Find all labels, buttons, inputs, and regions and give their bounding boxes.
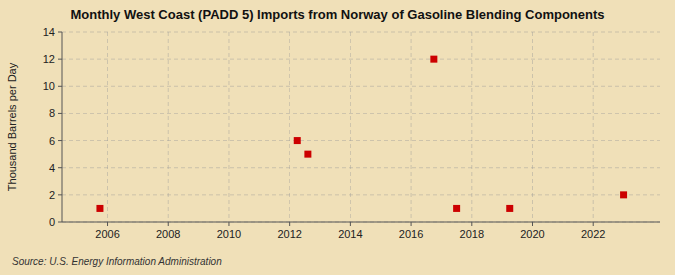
source-note: Source: U.S. Energy Information Administ…	[12, 256, 222, 267]
point	[96, 205, 103, 212]
x-tick-label: 2006	[95, 228, 119, 240]
y-tick-label: 12	[43, 53, 55, 65]
x-grid-line	[593, 32, 594, 222]
x-tick-label: 2012	[277, 228, 301, 240]
x-tick	[471, 222, 472, 226]
y-grid-line	[62, 222, 660, 223]
x-tick	[168, 222, 169, 226]
x-tick	[228, 222, 229, 226]
y-tick	[58, 86, 62, 87]
point	[506, 205, 513, 212]
y-grid-line	[62, 59, 660, 60]
y-tick-label: 10	[43, 80, 55, 92]
y-grid-line	[62, 194, 660, 195]
y-tick-label: 0	[49, 216, 55, 228]
y-tick	[58, 222, 62, 223]
y-tick	[58, 194, 62, 195]
x-grid-line	[471, 32, 472, 222]
y-grid-line	[62, 167, 660, 168]
x-grid-line	[411, 32, 412, 222]
x-tick-label: 2008	[156, 228, 180, 240]
y-tick	[58, 167, 62, 168]
y-tick-label: 8	[49, 107, 55, 119]
x-tick-label: 2010	[217, 228, 241, 240]
x-tick-label: 2014	[338, 228, 362, 240]
y-tick-label: 6	[49, 135, 55, 147]
x-tick	[593, 222, 594, 226]
y-tick-label: 4	[49, 162, 55, 174]
x-tick-label: 2020	[520, 228, 544, 240]
y-grid-line	[62, 140, 660, 141]
x-tick-label: 2016	[399, 228, 423, 240]
point	[430, 56, 437, 63]
x-tick	[350, 222, 351, 226]
y-grid-line	[62, 113, 660, 114]
x-tick	[107, 222, 108, 226]
chart: 2006 2008 2010 2012 2014 2016 2018 2020 2022 0 2 4 6…	[0, 0, 675, 275]
y-axis-line	[62, 32, 63, 222]
x-grid-line	[168, 32, 169, 222]
y-grid-line	[62, 32, 660, 33]
x-tick-label: 2022	[581, 228, 605, 240]
x-grid-line	[228, 32, 229, 222]
x-tick	[411, 222, 412, 226]
title: Monthly West Coast (PADD 5) Imports from…	[71, 7, 605, 22]
x-tick	[532, 222, 533, 226]
x-tick-label: 2018	[460, 228, 484, 240]
point	[620, 191, 627, 198]
y-axis-label: Thousand Barrels per Day	[6, 62, 18, 191]
x-axis-line	[62, 222, 660, 223]
y-tick-label: 2	[49, 189, 55, 201]
y-tick	[58, 113, 62, 114]
y-tick	[58, 32, 62, 33]
y-tick	[58, 59, 62, 60]
x-grid-line	[532, 32, 533, 222]
x-grid-line	[350, 32, 351, 222]
y-tick	[58, 140, 62, 141]
point	[294, 137, 301, 144]
points	[96, 56, 627, 212]
x-grid-line	[107, 32, 108, 222]
background	[0, 0, 675, 275]
x-tick	[289, 222, 290, 226]
y-grid-line	[62, 86, 660, 87]
point	[304, 151, 311, 158]
point	[453, 205, 460, 212]
x-grid-line	[289, 32, 290, 222]
y-tick-label: 14	[43, 26, 55, 38]
